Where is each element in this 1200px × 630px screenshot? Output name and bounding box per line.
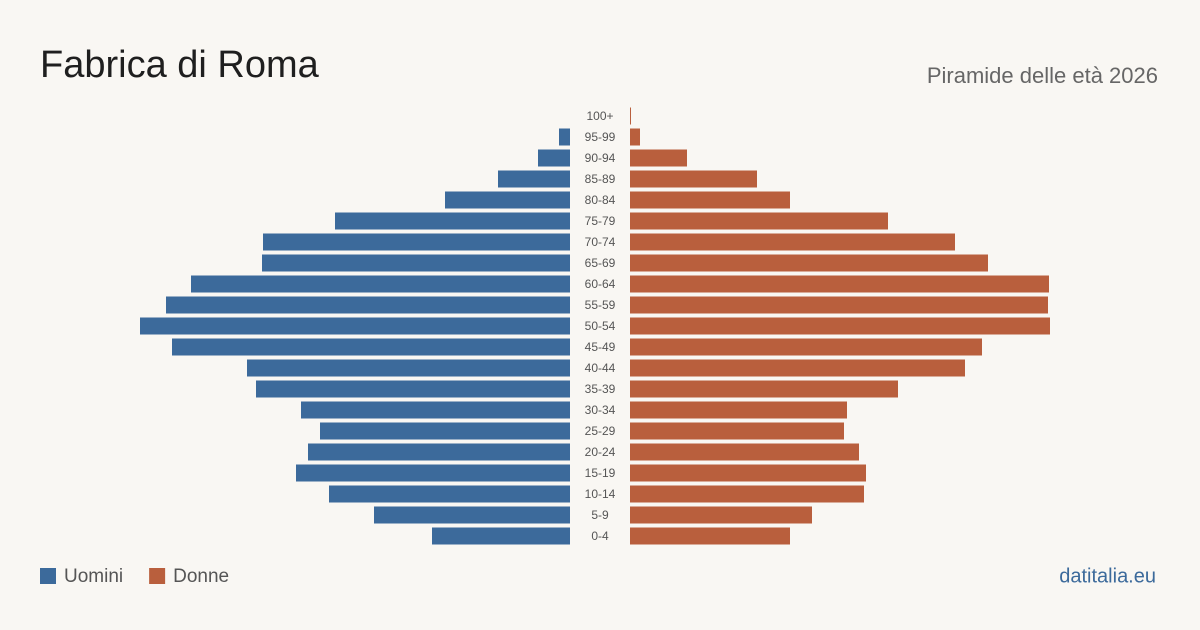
- age-label: 55-59: [585, 298, 616, 312]
- age-label: 10-14: [585, 487, 616, 501]
- bar: [630, 359, 965, 377]
- bar: [445, 191, 570, 209]
- bar: [630, 317, 1050, 335]
- bar: [329, 485, 570, 503]
- bar: [630, 380, 898, 398]
- legend-label: Uomini: [64, 566, 123, 587]
- bar: [630, 527, 790, 545]
- bar: [320, 422, 570, 440]
- age-label: 95-99: [585, 130, 616, 144]
- bar: [538, 149, 570, 167]
- bar: [630, 464, 866, 482]
- bar: [301, 401, 570, 419]
- age-label: 60-64: [585, 277, 616, 291]
- age-label: 75-79: [585, 214, 616, 228]
- bar: [630, 443, 859, 461]
- bar: [498, 170, 570, 188]
- bar: [432, 527, 570, 545]
- age-label: 50-54: [585, 319, 616, 333]
- chart-subtitle: Piramide delle età 2026: [927, 63, 1158, 88]
- age-label: 70-74: [585, 235, 616, 249]
- bar: [191, 275, 570, 293]
- source: datitalia.eu: [1059, 565, 1156, 587]
- chart-title: Fabrica di Roma: [40, 44, 320, 86]
- bar: [630, 170, 757, 188]
- bar: [630, 422, 844, 440]
- bar: [247, 359, 570, 377]
- bar: [263, 233, 570, 251]
- bar: [630, 401, 847, 419]
- legend-swatch: [149, 568, 166, 584]
- bar: [630, 485, 864, 503]
- bar: [630, 506, 812, 524]
- age-label: 25-29: [585, 424, 616, 438]
- bar: [630, 212, 888, 230]
- bar: [630, 254, 988, 272]
- age-label: 20-24: [585, 445, 616, 459]
- age-label: 45-49: [585, 340, 616, 354]
- age-label: 5-9: [591, 508, 609, 522]
- legend-swatch: [40, 568, 56, 584]
- bar: [166, 296, 570, 314]
- bar: [172, 338, 570, 356]
- age-label: 0-4: [591, 529, 609, 543]
- bar: [308, 443, 570, 461]
- age-label: 30-34: [585, 403, 616, 417]
- age-label: 90-94: [585, 151, 616, 165]
- bar: [256, 380, 570, 398]
- bar: [630, 149, 687, 167]
- legend-label: Donne: [173, 566, 229, 587]
- bar: [335, 212, 570, 230]
- age-label: 80-84: [585, 193, 616, 207]
- bar: [630, 191, 790, 209]
- age-label: 85-89: [585, 172, 616, 186]
- bar: [140, 317, 570, 335]
- age-label: 100+: [586, 109, 613, 123]
- age-label: 35-39: [585, 382, 616, 396]
- bar: [630, 128, 640, 146]
- age-label: 40-44: [585, 361, 616, 375]
- bar: [374, 506, 570, 524]
- bar: [262, 254, 570, 272]
- bar: [630, 233, 955, 251]
- bar: [630, 107, 631, 125]
- bar: [559, 128, 570, 146]
- age-label: 15-19: [585, 466, 616, 480]
- bar: [630, 275, 1049, 293]
- bar: [630, 338, 982, 356]
- bar: [296, 464, 570, 482]
- bar: [630, 296, 1048, 314]
- age-label: 65-69: [585, 256, 616, 270]
